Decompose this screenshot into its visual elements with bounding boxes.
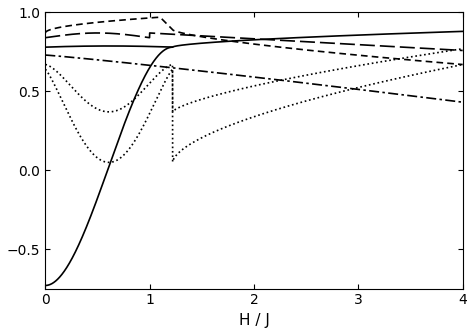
X-axis label: H / J: H / J: [238, 313, 269, 328]
